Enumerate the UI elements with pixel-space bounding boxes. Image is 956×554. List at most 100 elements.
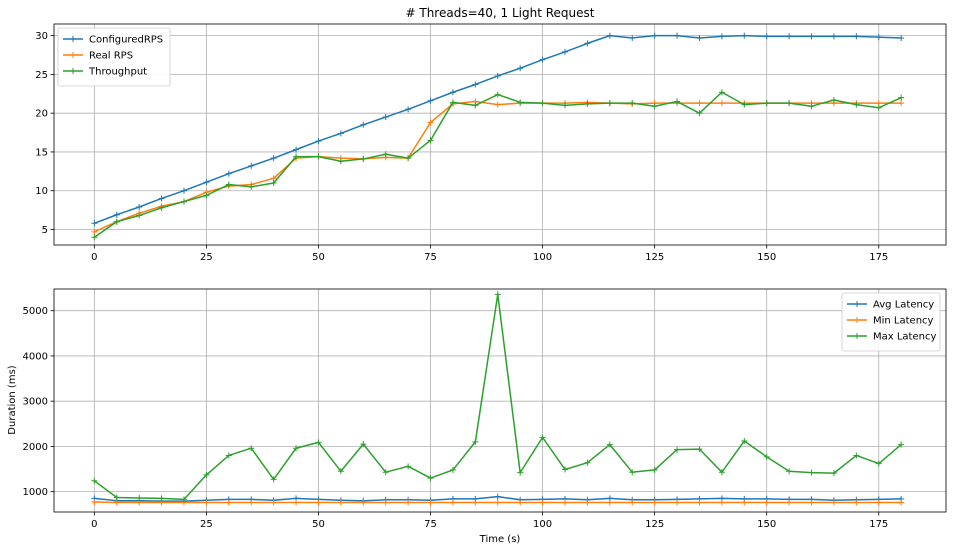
- data-point: [652, 103, 658, 109]
- data-point: [136, 204, 142, 210]
- data-point: [495, 73, 501, 79]
- y-tick-label: 2000: [23, 442, 48, 453]
- x-tick-label: 125: [645, 252, 664, 263]
- x-tick-label: 175: [869, 252, 888, 263]
- x-tick-label: 50: [312, 252, 325, 263]
- data-point: [114, 212, 120, 218]
- y-tick-label: 3000: [23, 397, 48, 408]
- data-point: [562, 49, 568, 55]
- legend-label: Max Latency: [873, 332, 936, 343]
- data-point: [226, 171, 232, 177]
- data-point: [450, 500, 456, 506]
- data-point: [607, 100, 613, 106]
- data-point: [450, 89, 456, 95]
- data-point: [495, 102, 501, 108]
- y-tick-label: 4000: [23, 351, 48, 362]
- data-point: [360, 122, 366, 128]
- data-point: [91, 499, 97, 505]
- series-line-max-latency: [94, 294, 901, 499]
- data-point: [786, 100, 792, 106]
- data-point: [719, 33, 725, 39]
- data-point: [764, 500, 770, 506]
- data-point: [607, 500, 613, 506]
- data-point: [831, 97, 837, 103]
- x-tick-label: 0: [91, 519, 97, 530]
- legend-label: Real RPS: [89, 51, 133, 62]
- data-point: [674, 500, 680, 506]
- data-point: [315, 500, 321, 506]
- data-point: [764, 100, 770, 106]
- data-point: [159, 195, 165, 201]
- data-point: [293, 500, 299, 506]
- data-point: [696, 500, 702, 506]
- data-point: [719, 100, 725, 106]
- data-point: [562, 500, 568, 506]
- y-axis-label-1: Duration (ms): [7, 365, 18, 434]
- data-point: [495, 92, 501, 98]
- data-point: [898, 95, 904, 101]
- data-point: [674, 33, 680, 39]
- data-point: [652, 33, 658, 39]
- data-point: [809, 103, 815, 109]
- data-point: [315, 138, 321, 144]
- data-point: [472, 102, 478, 108]
- plot-frame: [54, 24, 946, 245]
- y-tick-label: 5000: [23, 306, 48, 317]
- data-point: [517, 65, 523, 71]
- x-tick-label: 25: [200, 519, 213, 530]
- plot-frame: [54, 289, 946, 512]
- data-point: [495, 291, 501, 297]
- data-point: [428, 98, 434, 104]
- data-point: [584, 40, 590, 46]
- chart-title-0: # Threads=40, 1 Light Request: [406, 6, 595, 20]
- data-point: [696, 100, 702, 106]
- data-point: [809, 470, 815, 476]
- data-point: [360, 156, 366, 162]
- data-point: [91, 220, 97, 226]
- data-point: [226, 500, 232, 506]
- data-point: [540, 100, 546, 106]
- series-line-real-rps: [94, 102, 901, 232]
- data-point: [809, 500, 815, 506]
- y-tick-label: 10: [35, 186, 48, 197]
- series-line-throughput: [94, 92, 901, 237]
- data-point: [786, 33, 792, 39]
- data-point: [271, 155, 277, 161]
- data-point: [181, 199, 187, 205]
- x-tick-label: 0: [91, 252, 97, 263]
- data-point: [248, 500, 254, 506]
- data-point: [472, 500, 478, 506]
- data-point: [495, 500, 501, 506]
- series-line-configuredrps: [94, 36, 901, 224]
- data-point: [338, 130, 344, 136]
- y-tick-label: 1000: [23, 487, 48, 498]
- data-point: [831, 33, 837, 39]
- data-point: [607, 33, 613, 39]
- x-tick-label: 75: [424, 519, 437, 530]
- legend-label: ConfiguredRPS: [89, 35, 163, 46]
- x-tick-label: 50: [312, 519, 325, 530]
- data-point: [203, 179, 209, 185]
- data-point: [472, 81, 478, 87]
- x-tick-label: 100: [533, 252, 552, 263]
- data-point: [338, 158, 344, 164]
- data-point: [898, 100, 904, 106]
- data-point: [898, 500, 904, 506]
- data-point: [405, 106, 411, 112]
- data-point: [315, 154, 321, 160]
- legend-label: Throughput: [88, 67, 147, 78]
- data-point: [876, 105, 882, 111]
- data-point: [181, 188, 187, 194]
- data-point: [876, 34, 882, 40]
- data-point: [629, 100, 635, 106]
- x-tick-label: 125: [645, 519, 664, 530]
- legend-label: Avg Latency: [873, 300, 934, 311]
- data-point: [428, 475, 434, 481]
- x-tick-label: 150: [757, 252, 776, 263]
- data-point: [786, 500, 792, 506]
- data-point: [719, 500, 725, 506]
